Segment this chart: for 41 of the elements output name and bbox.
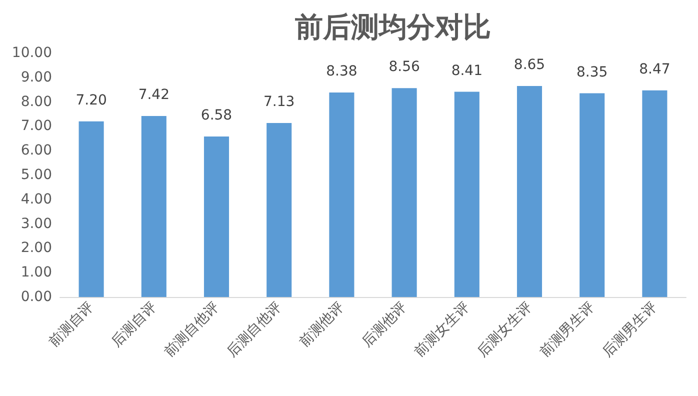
x-tick-label: 后测女生评: [474, 299, 536, 360]
bar: [329, 92, 354, 297]
data-label: 7.20: [76, 92, 107, 108]
bar: [642, 90, 668, 297]
data-label: 6.58: [200, 107, 232, 124]
y-tick-label: 8.00: [20, 94, 52, 110]
y-tick-label: 7.00: [20, 118, 52, 134]
bar: [580, 93, 605, 297]
y-tick-label: 4.00: [20, 191, 52, 208]
x-tick-label: 前测自他评: [161, 299, 222, 360]
bar: [204, 136, 230, 297]
x-tick-label: 后测他评: [359, 299, 410, 350]
y-tick-label: 5.00: [20, 167, 52, 183]
data-label: 8.38: [326, 64, 358, 80]
data-label: 8.47: [639, 61, 670, 78]
y-tick-label: 2.00: [20, 240, 52, 256]
data-label: 8.65: [514, 56, 546, 73]
bar: [266, 123, 292, 297]
y-tick-label: 0.00: [20, 289, 52, 305]
y-tick-label: 6.00: [20, 142, 52, 159]
x-tick-label: 前测女生评: [412, 299, 473, 360]
bar: [141, 116, 166, 297]
y-tick-label: 10.00: [12, 45, 52, 61]
data-label: 8.35: [576, 64, 608, 80]
y-tick-label: 1.00: [20, 264, 52, 281]
x-tick-label: 后测自评: [108, 299, 160, 350]
bar: [454, 92, 480, 297]
y-tick-label: 3.00: [20, 216, 52, 232]
data-label: 8.56: [388, 59, 420, 76]
data-label: 7.42: [138, 86, 170, 103]
x-tick-label: 前测男生评: [536, 299, 598, 360]
x-tick-label: 后测男生评: [600, 299, 660, 360]
bar: [392, 88, 417, 297]
bar: [516, 86, 542, 297]
x-tick-label: 后测自他评: [224, 299, 285, 360]
data-label: 8.41: [451, 62, 482, 79]
data-label: 7.13: [264, 94, 295, 110]
chart-title: 前后测均分对比: [294, 10, 491, 44]
x-tick-label: 前测他评: [296, 299, 348, 350]
y-tick-label: 9.00: [20, 69, 52, 86]
bar: [78, 121, 104, 297]
